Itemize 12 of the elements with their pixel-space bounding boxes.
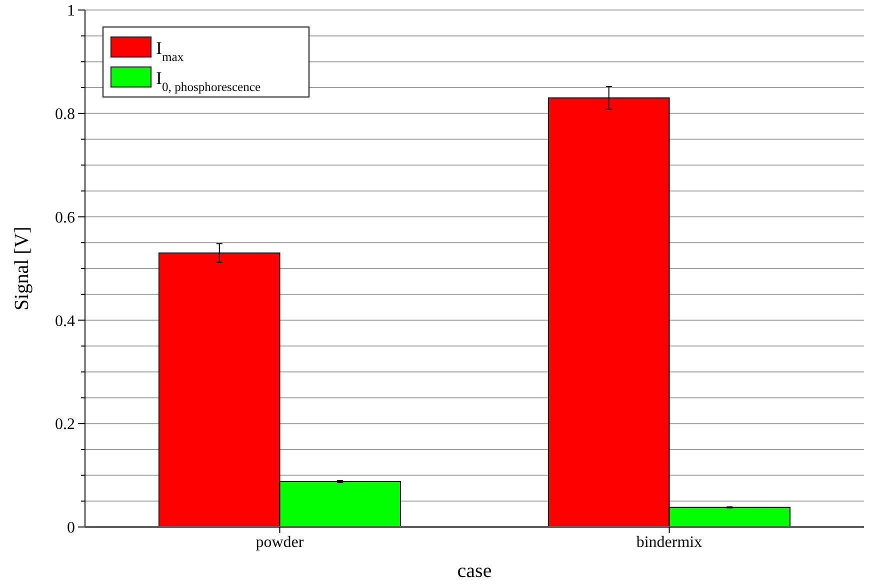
y-tick-label: 0 bbox=[67, 520, 75, 537]
x-axis-title: case bbox=[457, 560, 492, 582]
y-tick-label: 0.8 bbox=[55, 106, 75, 123]
y-axis-title: Signal [V] bbox=[11, 226, 33, 310]
x-tick-label: powder bbox=[256, 534, 304, 551]
y-tick-label: 0.6 bbox=[55, 209, 75, 226]
y-tick-label: 1 bbox=[67, 2, 75, 20]
legend-label: I$_{max}$ bbox=[156, 38, 184, 64]
y-tick-label: 0.2 bbox=[55, 416, 75, 434]
legend-label: I$_{0, phosphorescence}$ bbox=[156, 68, 262, 94]
y-tick-label: 0.4 bbox=[55, 312, 75, 330]
x-tick-label: bindermix bbox=[636, 534, 702, 551]
